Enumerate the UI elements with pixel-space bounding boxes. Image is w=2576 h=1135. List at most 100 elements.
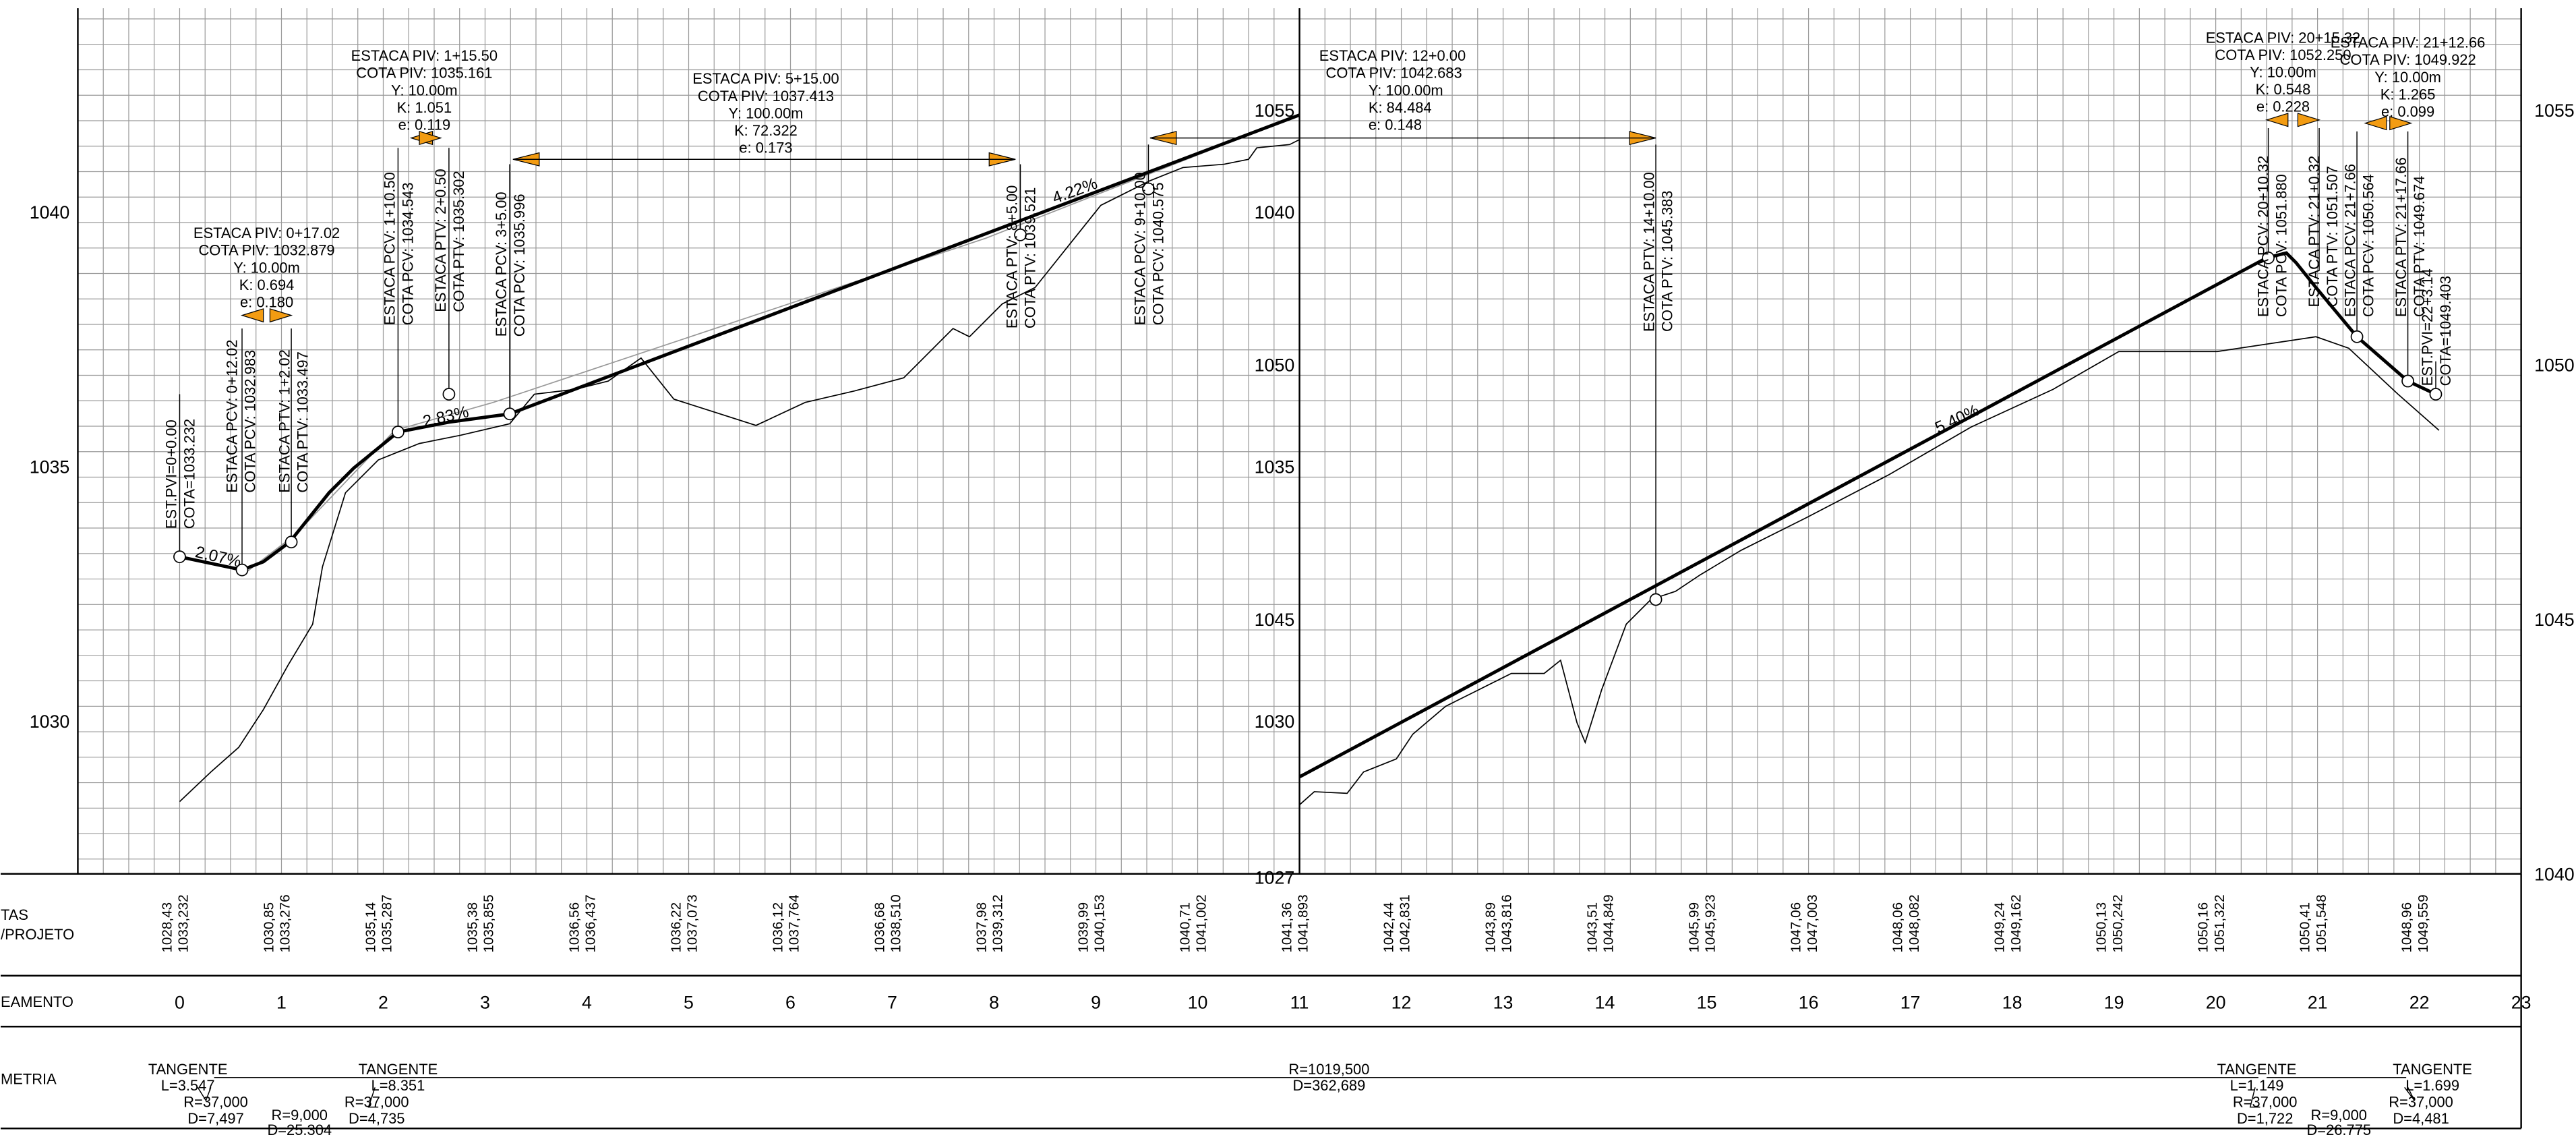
station: 4 [582,992,592,1012]
elevation-value: 1037,98 [974,902,989,953]
vertical-annotation: COTA PCV: 1040.575 [1149,182,1166,325]
geometry-label: L=8.351 [371,1077,425,1094]
station: 23 [2511,992,2532,1012]
vertical-annotation: ESTACA PTV: 14+10.00 [1641,172,1658,332]
station: 3 [480,992,490,1012]
vertical-annotation: COTA PCV: 1050.564 [2360,174,2376,317]
elevation-value: 1036,12 [770,902,785,953]
piv-annotation: Y: 10.00m [391,82,458,98]
station: 11 [1290,992,1309,1012]
elevation-value: 1050,16 [2195,902,2211,953]
axis-label: 1035 [1255,457,1295,477]
elevation-value: 1036,437 [583,894,599,952]
piv-annotation: Y: 100.00m [729,105,804,121]
station: 20 [2206,992,2226,1012]
geometry-label: TANGENTE [148,1061,228,1078]
slope-label: 5.40% [1932,401,1982,438]
vertex-circles [173,182,2443,606]
axis-label: 1045 [1255,610,1295,630]
station: 8 [989,992,999,1012]
piv-annotation: Y: 10.00m [233,259,300,276]
geometry-label: D=1,722 [2237,1110,2293,1127]
station: 16 [1799,992,1819,1012]
vertical-annotation: ESTACA PTV: 2+0.50 [432,169,449,312]
station: 5 [684,992,694,1012]
elevation-value: 1042,831 [1398,894,1413,952]
vertical-annotation: COTA PCV: 1032.983 [242,350,259,493]
station: 7 [887,992,897,1012]
station: 18 [2002,992,2023,1012]
geometry-label: TANGENTE [2393,1061,2472,1078]
vertical-annotation: COTA PCV: 1034.543 [399,182,416,325]
station: 21 [2308,992,2328,1012]
station: 6 [785,992,796,1012]
elevation-value: 1045,923 [1703,894,1718,952]
station: 17 [1900,992,1921,1012]
geometry-label: L=3.547 [161,1077,215,1094]
piv-annotation: K: 1.051 [397,99,452,116]
row-label: /PROJETO [1,926,74,943]
station: 15 [1697,992,1717,1012]
station: 0 [175,992,185,1012]
labels: 1040103510301055104010501035104510301027… [1,29,2575,1135]
geometry-label: R=9,000 [2311,1107,2367,1124]
geometry-label: D=4,481 [2393,1110,2449,1127]
piv-annotation: K: 1.265 [2380,86,2436,103]
piv-annotation: e: 0.180 [240,293,293,310]
row-label: TAS [1,906,28,923]
geometry-label: R=37,000 [183,1094,248,1111]
piv-annotation: COTA PIV: 1037.413 [698,88,834,105]
station: 2 [378,992,388,1012]
elevation-value: 1049,24 [1991,902,2007,953]
elevation-value: 1050,13 [2093,902,2109,953]
geometry-row-lines [197,1077,2415,1108]
geometry-label: D=7,497 [187,1110,243,1127]
slope-label: 2.83% [421,403,471,431]
elevation-value: 1036,22 [668,902,684,953]
elevation-value: 1047,06 [1788,902,1803,953]
piv-annotation: ESTACA PIV: 0+17.02 [193,225,340,241]
geometry-label: L=1.699 [2405,1077,2459,1094]
elevation-value: 1047,003 [1805,894,1820,952]
frame [0,8,2522,1130]
piv-annotation: ESTACA PIV: 5+15.00 [692,70,839,87]
piv-annotation: COTA PIV: 1049.922 [2340,51,2476,68]
vertical-annotation: COTA PTV: 1051.507 [2324,166,2341,307]
axis-label: 1040 [1255,202,1295,223]
vertical-annotation: ESTACA PTV: 1+2.02 [276,349,293,492]
piv-annotation: e: 0.228 [2256,98,2310,115]
piv-annotation: COTA PIV: 1042.683 [1326,65,1462,82]
piv-annotation: K: 72.322 [734,122,798,139]
vertical-annotation: COTA PTV: 1039.521 [1021,187,1038,328]
elevation-value: 1037,073 [685,894,700,952]
vertical-annotation: COTA PTV: 1045.383 [1658,191,1675,332]
vertical-annotation: ESTACA PCV: 1+10.50 [382,172,398,325]
geometry-label: D=362,689 [1292,1077,1365,1094]
elevation-value: 1048,082 [1907,894,1922,952]
station: 19 [2104,992,2124,1012]
piv-annotation: e: 0.099 [2381,103,2434,120]
station: 10 [1188,992,1208,1012]
axis-label: 1055 [1255,100,1295,121]
piv-annotation: Y: 10.00m [2250,63,2316,80]
vertical-annotation: ESTACA PCV: 3+5.00 [493,192,510,337]
elevation-value: 1044,849 [1601,894,1617,952]
geometry-label: D=4,735 [349,1110,405,1127]
piv-annotation: e: 0.119 [398,116,451,133]
elevation-value: 1041,893 [1296,894,1311,952]
piv-annotation: COTA PIV: 1032.879 [198,242,334,259]
station: 9 [1091,992,1101,1012]
elevation-value: 1035,38 [465,902,480,953]
elevation-value: 1045,99 [1686,902,1702,953]
elevation-value: 1033,232 [176,894,191,952]
vertical-annotation: ESTACA PCV: 9+10.00 [1132,172,1149,325]
vertical-annotation: COTA PTV: 1049.674 [2411,176,2428,317]
vertical-annotation: COTA PTV: 1035.302 [450,171,467,312]
elevation-value: 1038,510 [889,894,904,952]
elevation-value: 1039,99 [1075,902,1091,953]
axis-label: 1055 [2534,100,2575,121]
elevation-value: 1048,96 [2399,902,2414,953]
elevation-value: 1030,85 [261,902,276,953]
